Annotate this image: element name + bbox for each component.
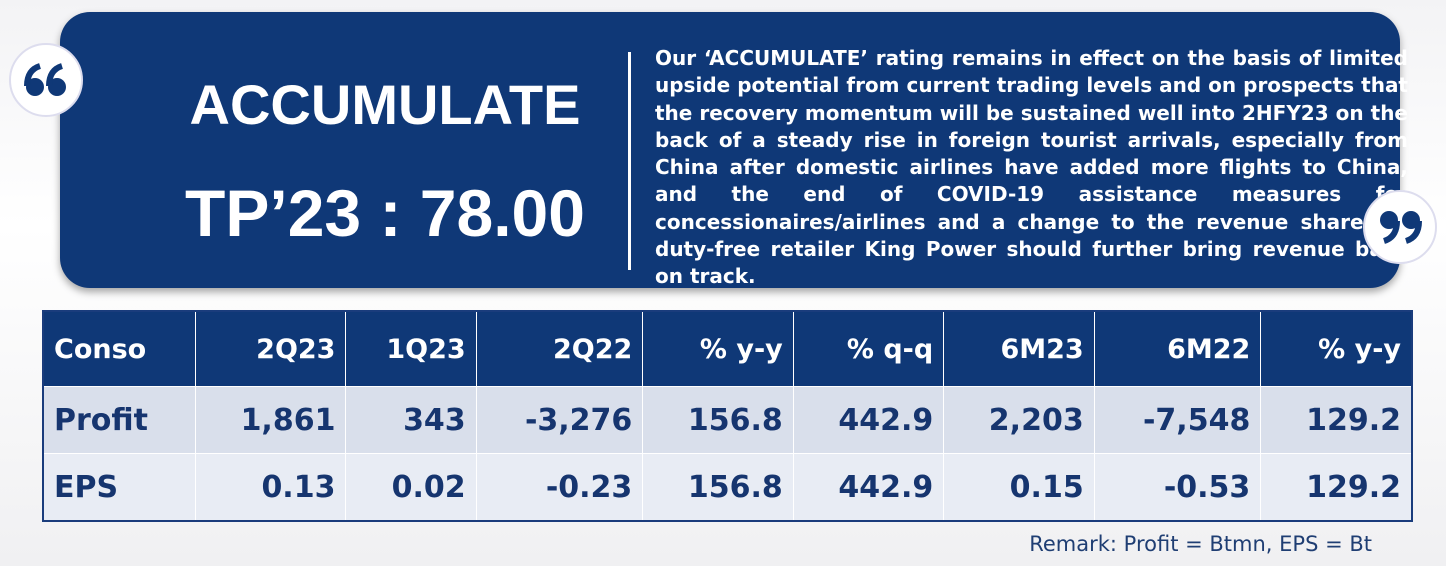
open-quote-icon [9, 43, 83, 117]
rating: ACCUMULATE [189, 73, 581, 136]
table-cell: 0.02 [345, 453, 477, 522]
column-header: 2Q23 [194, 310, 347, 387]
table-row: EPS 0.13 0.02 -0.23 156.8 442.9 0.15 -0.53 129.2 [42, 453, 1413, 522]
column-header: 6M22 [1093, 310, 1262, 387]
column-header: Conso [42, 310, 196, 387]
table-cell: 343 [345, 386, 477, 454]
table-cell: 156.8 [642, 453, 794, 522]
results-table: Conso 2Q23 1Q23 2Q22% y-y% q-q 6M23 6M22% y-y… [42, 310, 1413, 522]
row-label: EPS [42, 453, 196, 522]
table-cell: 129.2 [1260, 453, 1413, 522]
summary: Our ‘ACCUMULATE’ rating remains in effec… [655, 46, 1408, 289]
row-label: Profit [42, 386, 196, 454]
close-quote-icon [1363, 190, 1437, 264]
table-cell: 442.9 [792, 453, 945, 522]
remark: Remark: Profit = Btmn, EPS = Bt [1029, 532, 1372, 556]
table-body: Profit 1,861 343 -3,276 156.8 442.9 2,203 -7,54… [42, 386, 1413, 522]
column-header: 1Q23 [345, 310, 477, 387]
divider [628, 52, 631, 270]
table-cell: 2,203 [943, 386, 1095, 454]
table-cell: -7,548 [1093, 386, 1262, 454]
column-header: 2Q22 [475, 310, 644, 387]
table-cell: 129.2 [1260, 386, 1413, 454]
column-header: % y-y [1260, 310, 1413, 387]
column-header: % y-y [642, 310, 794, 387]
table-cell: -0.23 [475, 453, 644, 522]
table-cell: -3,276 [475, 386, 644, 454]
banner: ACCUMULATE TP’23 : 78.00 Our ‘ACCUMULATE… [60, 12, 1408, 288]
column-header: % q-q [792, 310, 945, 387]
table-cell: 1,861 [194, 386, 347, 454]
table-cell: -0.53 [1093, 453, 1262, 522]
table-cell: 0.15 [943, 453, 1095, 522]
table-row: Profit 1,861 343 -3,276 156.8 442.9 2,203 -7,54… [42, 386, 1413, 454]
table-cell: 0.13 [194, 453, 347, 522]
table-cell: 442.9 [792, 386, 945, 454]
target-price: TP’23 : 78.00 [185, 176, 585, 250]
header-row: Conso 2Q23 1Q23 2Q22% y-y% q-q 6M23 6M22% y-y [42, 310, 1413, 387]
column-header: 6M23 [943, 310, 1095, 387]
table-cell: 156.8 [642, 386, 794, 454]
